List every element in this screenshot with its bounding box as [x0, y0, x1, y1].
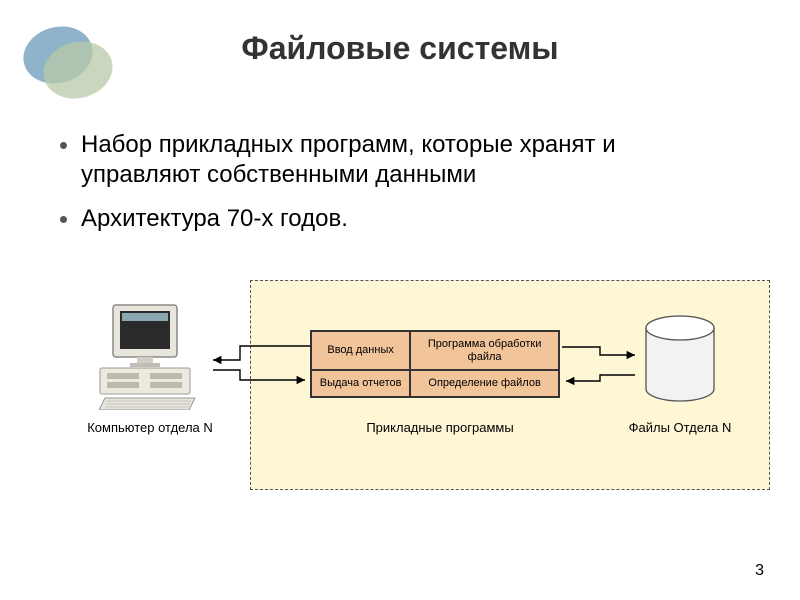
slide-title: Файловые системы — [0, 30, 800, 67]
bullet-dot-icon — [60, 216, 67, 223]
computer-icon — [95, 300, 205, 410]
bullet-dot-icon — [60, 142, 67, 149]
table-cell-reports: Выдача отчетов — [311, 370, 410, 397]
arrow-table-files — [560, 335, 640, 395]
table-cell-input: Ввод данных — [311, 331, 410, 370]
bullet-text: Набор прикладных программ, которые храня… — [81, 130, 740, 190]
table-cell-program: Программа обработки файла — [410, 331, 559, 370]
bullet-item: Набор прикладных программ, которые храня… — [60, 130, 740, 190]
page-number: 3 — [755, 562, 764, 580]
computer-label: Компьютер отдела N — [80, 420, 220, 435]
table-cell-filedef: Определение файлов — [410, 370, 559, 397]
files-cylinder-icon — [640, 315, 720, 405]
bullet-item: Архитектура 70-х годов. — [60, 204, 740, 234]
table-row: Выдача отчетов Определение файлов — [311, 370, 559, 397]
arrow-computer-table — [205, 330, 310, 400]
bullet-text: Архитектура 70-х годов. — [81, 204, 348, 234]
programs-label: Прикладные программы — [340, 420, 540, 435]
table-row: Ввод данных Программа обработки файла — [311, 331, 559, 370]
files-label: Файлы Отдела N — [610, 420, 750, 435]
bullet-list: Набор прикладных программ, которые храня… — [60, 130, 740, 248]
programs-table: Ввод данных Программа обработки файла Вы… — [310, 330, 560, 398]
